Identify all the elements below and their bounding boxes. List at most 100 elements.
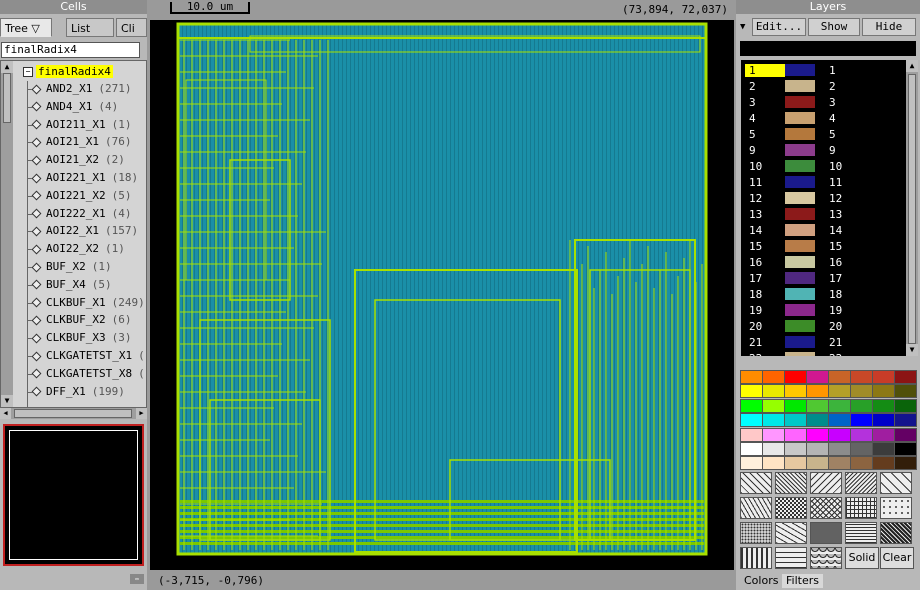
pattern-cross-hatch-swatch[interactable] <box>845 497 877 519</box>
palette-color-swatch[interactable] <box>850 370 873 384</box>
tree-vertical-scrollbar[interactable]: ▲ ▼ <box>1 61 13 407</box>
tab-tree[interactable]: Tree ▽ <box>0 18 52 37</box>
menu-arrow-icon[interactable]: ▼ <box>740 22 746 32</box>
palette-color-swatch[interactable] <box>828 398 851 413</box>
tree-horizontal-scrollbar[interactable]: ◀ ▶ <box>0 408 147 419</box>
pattern-diag-lines-wide-swatch[interactable] <box>880 472 912 494</box>
palette-color-swatch[interactable] <box>828 384 851 399</box>
pattern-diag-lines-dense-swatch[interactable] <box>775 472 807 494</box>
palette-color-swatch[interactable] <box>740 384 763 399</box>
palette-color-swatch[interactable] <box>762 456 785 471</box>
palette-color-swatch[interactable] <box>806 398 829 413</box>
tree-item[interactable]: CLKBUF_X3 (3) <box>31 330 131 346</box>
tree-item[interactable]: AOI21_X1 (76) <box>31 134 131 150</box>
palette-color-swatch[interactable] <box>872 456 895 471</box>
palette-color-swatch[interactable] <box>872 413 895 428</box>
palette-color-swatch[interactable] <box>806 427 829 442</box>
layout-drawing[interactable] <box>150 20 734 570</box>
palette-color-swatch[interactable] <box>806 456 829 471</box>
palette-color-swatch[interactable] <box>740 398 763 413</box>
layer-row[interactable]: 19 19 <box>741 302 906 318</box>
pattern-waves-swatch[interactable] <box>775 522 807 544</box>
tree-item[interactable]: AOI221_X2 (5) <box>31 188 131 204</box>
layer-swatch[interactable] <box>785 320 815 332</box>
palette-color-swatch[interactable] <box>850 442 873 456</box>
palette-color-swatch[interactable] <box>894 398 917 413</box>
tree-item[interactable]: AOI22_X2 (1) <box>31 241 125 257</box>
palette-color-swatch[interactable] <box>894 456 917 471</box>
palette-color-swatch[interactable] <box>784 384 807 399</box>
pattern-diag-lines-rev-swatch[interactable] <box>810 472 842 494</box>
palette-color-swatch[interactable] <box>828 413 851 428</box>
palette-color-swatch[interactable] <box>872 398 895 413</box>
palette-color-swatch[interactable] <box>894 427 917 442</box>
palette-color-swatch[interactable] <box>740 427 763 442</box>
palette-color-swatch[interactable] <box>828 442 851 456</box>
palette-color-swatch[interactable] <box>872 384 895 399</box>
layer-swatch[interactable] <box>785 96 815 108</box>
layer-swatch[interactable] <box>785 176 815 188</box>
palette-color-swatch[interactable] <box>872 370 895 384</box>
palette-color-swatch[interactable] <box>806 384 829 399</box>
tree-item[interactable]: CLKGATETST_X8 ( <box>31 366 145 382</box>
tree-item[interactable]: BUF_X2 (1) <box>31 259 112 275</box>
layer-swatch[interactable] <box>785 80 815 92</box>
scroll-thumb[interactable] <box>3 73 11 123</box>
tree-item[interactable]: CLKGATETST_X1 ( <box>31 348 145 364</box>
tab-cli[interactable]: Cli <box>116 18 147 37</box>
pattern-bricks-swatch[interactable] <box>775 547 807 569</box>
scroll-down-arrow-icon[interactable]: ▼ <box>1 395 13 407</box>
palette-color-swatch[interactable] <box>784 370 807 384</box>
scroll-thumb[interactable] <box>908 74 916 344</box>
layer-swatch[interactable] <box>785 160 815 172</box>
palette-color-swatch[interactable] <box>894 413 917 428</box>
layer-row[interactable]: 16 16 <box>741 254 906 270</box>
hide-button[interactable]: Hide <box>862 18 916 36</box>
show-button[interactable]: Show <box>808 18 860 36</box>
palette-color-swatch[interactable] <box>872 442 895 456</box>
scroll-left-arrow-icon[interactable]: ◀ <box>0 408 11 419</box>
palette-color-swatch[interactable] <box>762 413 785 428</box>
solid-button[interactable]: Solid <box>845 547 879 569</box>
palette-color-swatch[interactable] <box>828 456 851 471</box>
palette-color-swatch[interactable] <box>784 442 807 456</box>
layer-list-scrollbar[interactable]: ▲ ▼ <box>906 60 918 356</box>
palette-color-swatch[interactable] <box>850 398 873 413</box>
tree-item[interactable]: CLKBUF_X1 (249) <box>31 295 145 311</box>
layer-row[interactable]: 14 14 <box>741 222 906 238</box>
cell-tree[interactable]: ▲ ▼ − finalRadix4 AND2_X1 (271) AND4_X1 (4) A… <box>0 60 147 408</box>
scroll-up-arrow-icon[interactable]: ▲ <box>906 60 918 72</box>
layer-swatch[interactable] <box>785 304 815 316</box>
tree-item[interactable]: AND2_X1 (271) <box>31 81 131 97</box>
layer-row[interactable]: 17 17 <box>741 270 906 286</box>
palette-color-swatch[interactable] <box>740 442 763 456</box>
tree-item[interactable]: DFF_X1 (199) <box>31 384 125 400</box>
layer-list[interactable]: 1 1 2 2 3 3 4 4 5 5 9 9 10 10 11 11 12 12 13 13 14 14 15 15 16 16… <box>741 60 906 356</box>
layer-swatch[interactable] <box>785 240 815 252</box>
layer-swatch[interactable] <box>785 208 815 220</box>
pattern-dots-swatch[interactable] <box>740 522 772 544</box>
palette-color-swatch[interactable] <box>872 427 895 442</box>
pattern-diag-lines-swatch[interactable] <box>740 472 772 494</box>
palette-color-swatch[interactable] <box>762 398 785 413</box>
layer-swatch[interactable] <box>785 352 815 356</box>
layer-swatch[interactable] <box>785 112 815 124</box>
tab-list[interactable]: List <box>66 18 114 37</box>
tree-root-item[interactable]: − finalRadix4 <box>23 65 113 79</box>
palette-color-swatch[interactable] <box>806 442 829 456</box>
palette-color-swatch[interactable] <box>762 370 785 384</box>
layer-swatch[interactable] <box>785 288 815 300</box>
pattern-dots-fine-swatch[interactable] <box>810 522 842 544</box>
resize-handle-icon[interactable]: ⇔ <box>130 574 144 584</box>
palette-color-swatch[interactable] <box>784 456 807 471</box>
tree-item[interactable]: AND4_X1 (4) <box>31 99 118 115</box>
layer-swatch[interactable] <box>785 64 815 76</box>
tree-item[interactable]: CLKBUF_X2 (6) <box>31 312 131 328</box>
layer-row[interactable]: 13 13 <box>741 206 906 222</box>
palette-color-swatch[interactable] <box>806 413 829 428</box>
